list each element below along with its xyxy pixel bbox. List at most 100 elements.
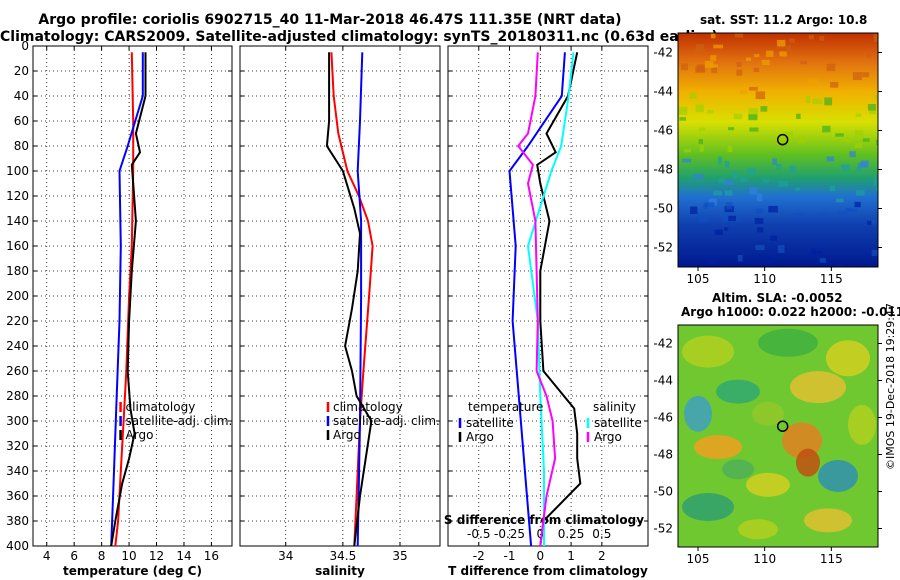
sla-anomaly bbox=[804, 508, 852, 533]
y-tick-label: 180 bbox=[6, 264, 29, 278]
sst-pixel bbox=[757, 227, 764, 233]
sla-anomaly bbox=[848, 404, 876, 445]
x-tick-label: 8 bbox=[98, 549, 106, 563]
y-tick-label: 380 bbox=[6, 514, 29, 528]
sst-pixel bbox=[710, 33, 716, 39]
sla-map-title-line-2: Argo h1000: 0.022 h2000: -0.011 bbox=[681, 305, 900, 319]
sst-map-title: sat. SST: 11.2 Argo: 10.8 bbox=[700, 13, 868, 27]
y-tick-label: 80 bbox=[14, 139, 29, 153]
legend-label: Argo bbox=[466, 430, 494, 444]
sst-pixel bbox=[798, 135, 806, 144]
sst-pixel bbox=[679, 117, 687, 121]
legend-label: climatology bbox=[126, 400, 196, 414]
sst-pixel bbox=[703, 218, 709, 222]
sst-pixel bbox=[723, 215, 729, 223]
argo-position-marker bbox=[776, 133, 789, 146]
lat-tick-label: -50 bbox=[653, 202, 673, 216]
sst-pixel bbox=[786, 45, 792, 51]
lat-tick-label: -46 bbox=[653, 124, 673, 138]
sst-pixel bbox=[718, 156, 723, 165]
sst-pixel bbox=[760, 106, 768, 112]
sla-anomaly bbox=[782, 422, 822, 459]
lat-tick-label: -48 bbox=[653, 448, 673, 462]
sla-anomaly bbox=[694, 435, 742, 460]
y-tick-label: 360 bbox=[6, 489, 29, 503]
sst-pixel bbox=[812, 98, 823, 104]
y-tick-label: 220 bbox=[6, 314, 29, 328]
legend-label: satellite bbox=[466, 416, 514, 430]
y-tick-label: 340 bbox=[6, 464, 29, 478]
sst-pixel bbox=[728, 127, 735, 131]
sst-pixel bbox=[789, 165, 796, 173]
sst-pixel bbox=[776, 45, 784, 49]
sst-pixel bbox=[756, 193, 763, 202]
chart-title-line-1: Argo profile: coriolis 6902715_40 11-Mar… bbox=[38, 12, 622, 28]
sst-pixel bbox=[728, 215, 736, 221]
sst-pixel bbox=[822, 125, 831, 133]
sst-pixel bbox=[678, 106, 688, 115]
sst-pixel bbox=[697, 215, 705, 223]
sst-pixel bbox=[855, 130, 864, 138]
sla-anomaly bbox=[818, 459, 858, 492]
sst-pixel bbox=[736, 69, 743, 76]
sst-pixel bbox=[838, 211, 847, 216]
sst-pixel bbox=[713, 44, 724, 49]
sst-pixel bbox=[854, 143, 863, 149]
sst-pixel bbox=[737, 255, 743, 262]
sst-pixel bbox=[778, 181, 788, 187]
sla-anomaly bbox=[758, 328, 818, 357]
sst-pixel bbox=[776, 164, 782, 170]
y-tick-label: 140 bbox=[6, 214, 29, 228]
sst-pixel bbox=[749, 86, 758, 91]
sst-pixel bbox=[835, 265, 843, 267]
sst-pixel bbox=[739, 89, 748, 94]
sst-pixel bbox=[873, 178, 878, 187]
sst-pixel bbox=[699, 144, 704, 152]
sst-pixel bbox=[871, 249, 878, 257]
sst-pixel bbox=[829, 185, 836, 192]
x-tick-label: 6 bbox=[70, 549, 78, 563]
sst-pixel bbox=[766, 256, 774, 263]
sst-pixel bbox=[734, 33, 744, 38]
sst-pixel bbox=[824, 97, 833, 106]
sst-pixel bbox=[841, 164, 850, 172]
y-tick-label: 0 bbox=[21, 39, 29, 53]
sst-pixel bbox=[756, 208, 764, 214]
sst-pixel bbox=[710, 64, 719, 68]
sst-pixel bbox=[856, 190, 865, 196]
sst-pixel bbox=[734, 215, 740, 222]
x-tick-label: 0 bbox=[536, 549, 544, 563]
series-line-argo bbox=[325, 52, 373, 547]
sst-pixel bbox=[755, 245, 765, 251]
sst-pixel bbox=[749, 127, 759, 132]
sst-pixel bbox=[862, 138, 870, 142]
chart-title-line-2: Climatology: CARS2009. Satellite-adjuste… bbox=[0, 29, 718, 45]
sst-pixel bbox=[748, 187, 758, 195]
sst-pixel bbox=[800, 60, 808, 65]
sst-pixel bbox=[748, 114, 758, 121]
series-line-satellite-adj-clim- bbox=[110, 52, 144, 547]
sst-pixel bbox=[777, 245, 785, 253]
sst-pixel bbox=[696, 64, 706, 72]
map-sla-map: -42 -44 -46 -48 -50 -52 105 110 115 bbox=[653, 324, 882, 566]
sst-pixel bbox=[876, 187, 878, 192]
lon-tick-label: 115 bbox=[820, 552, 843, 566]
map-frame bbox=[677, 324, 879, 548]
sst-pixel bbox=[867, 104, 876, 111]
sst-pixel bbox=[871, 219, 877, 225]
sst-pixel bbox=[805, 95, 811, 104]
sst-pixel bbox=[704, 60, 714, 68]
sst-pixel bbox=[869, 109, 876, 115]
sst-pixel bbox=[736, 61, 742, 67]
x-axis-label: T difference from climatology bbox=[448, 564, 648, 578]
sst-pixel bbox=[777, 39, 786, 47]
sst-pixel bbox=[830, 81, 839, 88]
legend-label: satellite bbox=[594, 416, 642, 430]
map-field bbox=[678, 33, 878, 267]
sst-pixel bbox=[698, 139, 704, 145]
sla-anomaly bbox=[682, 493, 734, 522]
sst-pixel bbox=[772, 158, 777, 165]
sst-pixel bbox=[819, 213, 828, 218]
sst-pixel bbox=[858, 162, 867, 168]
x-tick-label: 10 bbox=[121, 549, 136, 563]
